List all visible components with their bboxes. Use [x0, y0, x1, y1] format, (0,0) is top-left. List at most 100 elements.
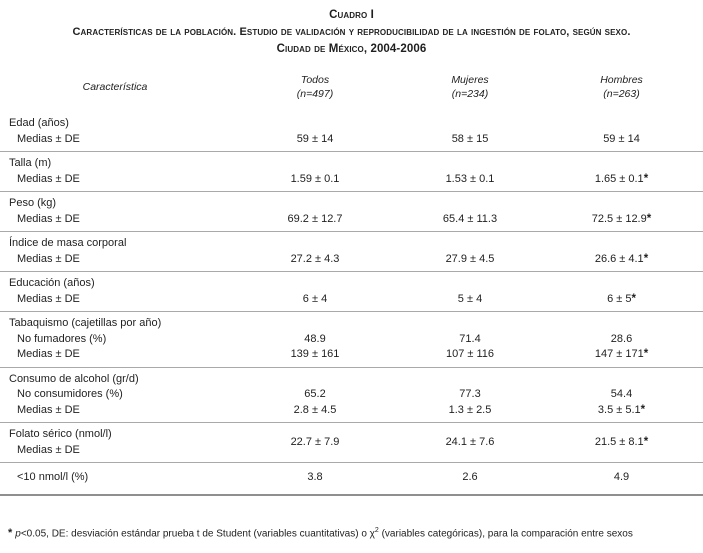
cell-value: 139 ± 161	[290, 348, 340, 360]
cell-value: 65.2	[304, 388, 326, 400]
cell-value	[400, 372, 540, 388]
value-column: 6 ± 4	[230, 276, 400, 307]
cell-value	[230, 116, 400, 132]
footnote-text: <0.05, DE: desviación estándar prueba t …	[20, 527, 370, 539]
cell-value: 1.53 ± 0.1	[445, 172, 495, 185]
row-label: <10 nmol/l (%)	[17, 471, 89, 483]
footnote: * p<0.05, DE: desviación estándar prueba …	[0, 527, 703, 539]
row-label: Medias ± DE	[17, 132, 80, 145]
value-column: 26.6 ± 4.1*	[540, 236, 703, 267]
cell-value	[400, 196, 540, 212]
cell-value	[230, 236, 400, 252]
table-section: Edad (años) Medias ± DE 59 ± 14 58 ± 15 59 ±…	[0, 112, 703, 151]
cell-value: 1.59 ± 0.1	[290, 172, 340, 185]
value-column: 27.9 ± 4.5	[400, 236, 540, 267]
header-col-n: (n=497)	[296, 88, 334, 100]
cell-value	[400, 276, 540, 292]
section-divider	[0, 151, 703, 152]
value-column: 59 ± 14	[230, 116, 400, 147]
value-column: 1.59 ± 0.1	[230, 156, 400, 187]
cell-value	[400, 316, 540, 332]
row-label: Medias ± DE	[17, 292, 80, 305]
cell-value: 2.6	[462, 471, 478, 483]
label-column: <10 nmol/l (%)	[0, 470, 230, 486]
cell-value: 3.5 ± 5.1*	[597, 403, 646, 416]
table-section: Consumo de alcohol (gr/d) No consumidores…	[0, 368, 703, 423]
cell-value: 1.3 ± 2.5	[448, 403, 492, 416]
cell-value: 27.9 ± 4.5	[445, 252, 495, 265]
label-column: Folato sérico (nmol/l) Medias ± DE	[0, 427, 230, 458]
section-divider	[0, 231, 703, 232]
label-column: Edad (años) Medias ± DE	[0, 116, 230, 147]
section-divider	[0, 366, 703, 368]
label-column: Consumo de alcohol (gr/d) No consumidores…	[0, 372, 230, 419]
significance-star: *	[643, 172, 649, 185]
value-column: 77.3 1.3 ± 2.5	[400, 372, 540, 419]
table-section: Educación (años) Medias ± DE 6 ± 4 5 ± 4 6 ±…	[0, 272, 703, 311]
header-mujeres: Mujeres (n=234)	[400, 73, 540, 101]
header-col-label: Todos	[300, 74, 330, 86]
header-caracteristica: Característica	[0, 73, 230, 101]
cell-value: 77.3	[459, 388, 481, 400]
cell-value: 54.4	[610, 388, 633, 400]
chi-symbol: χ	[369, 527, 375, 539]
table-section: <10 nmol/l (%) 3.8 2.6 4.9	[0, 463, 703, 494]
section-divider	[0, 462, 703, 463]
table-section: Índice de masa corporal Medias ± DE 27.2 ±…	[0, 232, 703, 271]
table-subtitle: Ciudad de México, 2004-2006	[276, 43, 427, 55]
cell-value	[230, 156, 400, 172]
row-label: Edad (años)	[9, 117, 69, 129]
cell-value: 27.2 ± 4.3	[290, 252, 340, 265]
cell-value	[540, 116, 703, 132]
cell-value	[540, 156, 703, 172]
cell-value	[540, 316, 703, 332]
value-column: 5 ± 4	[400, 276, 540, 307]
cell-value	[230, 196, 400, 212]
header-todos: Todos (n=497)	[230, 73, 400, 101]
table-section: Folato sérico (nmol/l) Medias ± DE 22.7 ± …	[0, 423, 703, 462]
row-label: Educación (años)	[9, 277, 95, 289]
table-section: Tabaquismo (cajetillas por año) No fumado…	[0, 312, 703, 367]
row-label: Tabaquismo (cajetillas por año)	[9, 317, 162, 329]
row-label: Folato sérico (nmol/l)	[9, 428, 112, 440]
chi-exponent: 2	[374, 526, 379, 534]
value-column: 3.8	[230, 470, 400, 486]
cell-value: 28.6	[610, 332, 633, 345]
value-column: 48.9 139 ± 161	[230, 316, 400, 363]
cell-value: 4.9	[613, 471, 630, 483]
cell-value: 2.8 ± 4.5	[293, 403, 337, 416]
cell-value: 6 ± 4	[302, 292, 328, 305]
cell-value	[400, 236, 540, 252]
row-label: Medias ± DE	[17, 252, 80, 265]
row-label: Medias ± DE	[17, 403, 80, 416]
value-column: 65.4 ± 11.3	[400, 196, 540, 227]
row-label: Medias ± DE	[17, 172, 80, 185]
header-col-n: (n=234)	[451, 88, 489, 100]
cell-value: 65.4 ± 11.3	[442, 212, 498, 225]
cell-value	[230, 372, 400, 388]
value-column: 2.6	[400, 470, 540, 486]
cell-value: 147 ± 171*	[594, 348, 649, 360]
label-column: Índice de masa corporal Medias ± DE	[0, 236, 230, 267]
header-caracteristica-label: Característica	[82, 81, 148, 93]
cell-value	[540, 196, 703, 212]
header-col-label: Mujeres	[451, 74, 489, 86]
significance-star: *	[640, 403, 646, 416]
cell-value	[400, 116, 540, 132]
footnote-p: p	[15, 527, 21, 539]
cell-value: 3.8	[307, 471, 323, 483]
row-label: Peso (kg)	[9, 197, 57, 209]
label-column: Peso (kg) Medias ± DE	[0, 196, 230, 227]
cell-value: 59 ± 14	[603, 132, 640, 145]
header-col-label: Hombres	[600, 74, 643, 86]
value-column: 54.4 3.5 ± 5.1*	[540, 372, 703, 419]
cell-value: 48.9	[304, 332, 326, 345]
value-column: 72.5 ± 12.9*	[540, 196, 703, 227]
row-label: No fumadores (%)	[17, 332, 107, 345]
cell-value: 26.6 ± 4.1*	[594, 252, 649, 265]
cell-value	[230, 316, 400, 332]
value-column: 27.2 ± 4.3	[230, 236, 400, 267]
header-hombres: Hombres (n=263)	[540, 73, 703, 101]
section-divider	[0, 422, 703, 423]
cell-value	[540, 236, 703, 252]
